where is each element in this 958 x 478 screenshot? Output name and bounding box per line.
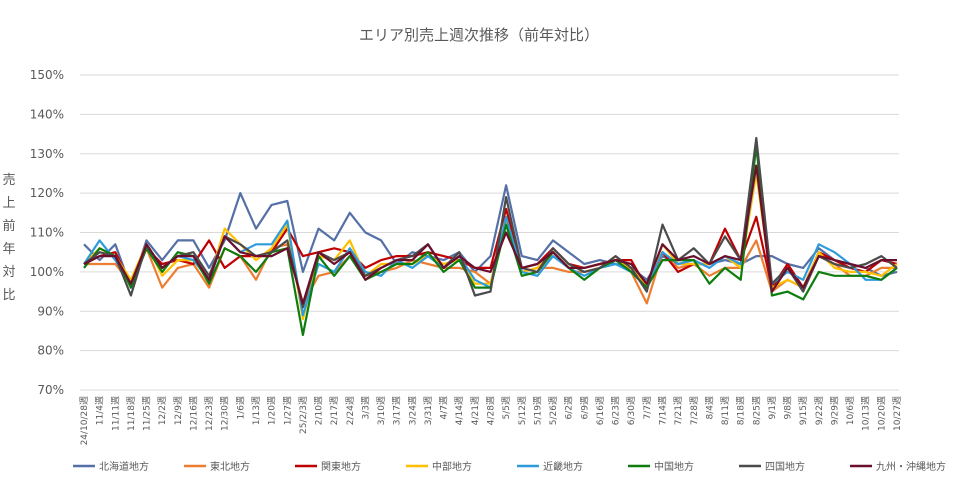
x-tick-label: 6/9週: [579, 396, 590, 420]
x-tick-label: 8/25週: [751, 396, 762, 425]
series-line-5: [83, 164, 898, 317]
x-tick-label: 12/9週: [173, 396, 184, 425]
y-axis-label-char: 売: [2, 172, 15, 188]
x-tick-label: 6/30週: [626, 396, 637, 425]
y-tick-label: 70%: [37, 383, 64, 397]
legend-label: 北海道地方: [99, 460, 149, 473]
x-tick-label: 11/11週: [110, 396, 121, 431]
y-tick-label: 100%: [30, 265, 64, 279]
gridlines: [80, 74, 899, 391]
x-tick-label: 10/27週: [892, 396, 903, 431]
x-tick-label: 2/24週: [345, 396, 356, 425]
x-tick-label: 3/10週: [376, 396, 387, 425]
x-tick-label: 1/13週: [251, 396, 262, 425]
x-tick-label: 24/10/28週: [79, 396, 90, 445]
y-tick-label: 130%: [30, 147, 64, 161]
x-tick-label: 6/2週: [564, 396, 575, 420]
x-tick-label: 4/21週: [470, 396, 481, 425]
x-tick-label: 7/28週: [689, 396, 700, 425]
x-tick-label: 6/23週: [611, 396, 622, 425]
series-line-6: [83, 144, 898, 336]
x-tick-label: 8/4週: [704, 396, 715, 420]
y-tick-label: 80%: [37, 344, 64, 358]
x-tick-label: 12/30週: [220, 396, 231, 431]
x-tick-label: 2/17週: [329, 396, 340, 425]
x-tick-label: 12/2週: [157, 396, 168, 425]
x-tick-label: 2/10週: [314, 396, 325, 425]
x-tick-labels: 24/10/28週 11/4週 11/11週 11/18週 11/25週 12/2週 12/…: [79, 396, 903, 445]
legend-label: 四国地方: [765, 460, 805, 473]
x-tick-label: 10/6週: [845, 396, 856, 425]
legend-label: 関東地方: [321, 460, 361, 473]
x-tick-label: 6/16週: [595, 396, 606, 425]
x-tick-label: 1/27週: [282, 396, 293, 425]
x-tick-label: 4/7週: [439, 396, 450, 420]
y-tick-label: 140%: [30, 107, 64, 121]
x-tick-label: 3/3週: [360, 396, 371, 420]
legend-label: 東北地方: [210, 460, 250, 473]
x-tick-label: 4/14週: [454, 396, 465, 425]
x-tick-label: 25/2/3週: [298, 396, 309, 434]
x-tick-label: 9/15週: [798, 396, 809, 425]
y-axis-label-char: 比: [2, 288, 15, 303]
x-tick-label: 9/29週: [829, 396, 840, 425]
series-line-8: [83, 164, 897, 305]
x-tick-label: 7/14週: [657, 396, 668, 425]
x-tick-label: 10/13週: [861, 396, 872, 431]
y-tick-label: 110%: [30, 226, 64, 240]
y-tick-label: 150%: [30, 68, 64, 82]
legend: 北海道地方 東北地方 関東地方 中部地方 近畿地方 中国地方 四国地方 九州・沖縄地方: [73, 460, 946, 473]
x-tick-label: 10/20週: [876, 396, 887, 431]
x-tick-label: 1/6週: [235, 396, 246, 420]
y-axis-label-char: 前: [2, 218, 15, 234]
x-tick-label: 3/17週: [392, 396, 403, 425]
y-tick-label: 90%: [37, 304, 64, 318]
x-tick-label: 3/24週: [407, 396, 418, 425]
legend-label: 九州・沖縄地方: [876, 460, 946, 473]
x-tick-label: 5/12週: [517, 396, 528, 425]
x-tick-label: 5/26週: [548, 396, 559, 425]
x-tick-label: 5/5週: [501, 396, 512, 420]
legend-label: 中国地方: [654, 460, 694, 473]
x-tick-label: 11/4週: [95, 396, 106, 425]
x-tick-label: 8/18週: [736, 396, 747, 425]
x-tick-label: 11/18週: [126, 396, 137, 431]
y-axis-label-char: 対: [2, 265, 15, 280]
x-tick-label: 9/22週: [814, 396, 825, 425]
y-axis-label-char: 上: [2, 196, 15, 211]
y-axis-label-char: 年: [2, 242, 15, 257]
x-tick-label: 12/23週: [204, 396, 215, 431]
legend-label: 近畿地方: [543, 460, 583, 473]
x-tick-label: 7/7週: [642, 396, 653, 420]
chart-title: エリア別売上週次推移（前年対比）: [359, 26, 599, 44]
x-tick-label: 9/8週: [783, 396, 794, 420]
x-tick-label: 8/11週: [720, 396, 731, 425]
x-tick-label: 12/16週: [188, 396, 199, 431]
x-tick-label: 5/19週: [532, 396, 543, 425]
y-tick-labels: 70% 80% 90% 100% 110% 120% 130% 140% 150%: [30, 68, 64, 397]
legend-label: 中部地方: [432, 460, 472, 473]
x-tick-label: 7/21週: [673, 396, 684, 425]
y-tick-label: 120%: [30, 186, 64, 200]
x-tick-label: 9/1週: [767, 396, 778, 420]
x-tick-label: 4/28週: [486, 396, 497, 425]
x-tick-label: 1/20週: [267, 396, 278, 425]
x-tick-label: 11/25週: [142, 396, 153, 431]
series-lines: [83, 136, 898, 336]
x-tick-label: 3/31週: [423, 396, 434, 425]
